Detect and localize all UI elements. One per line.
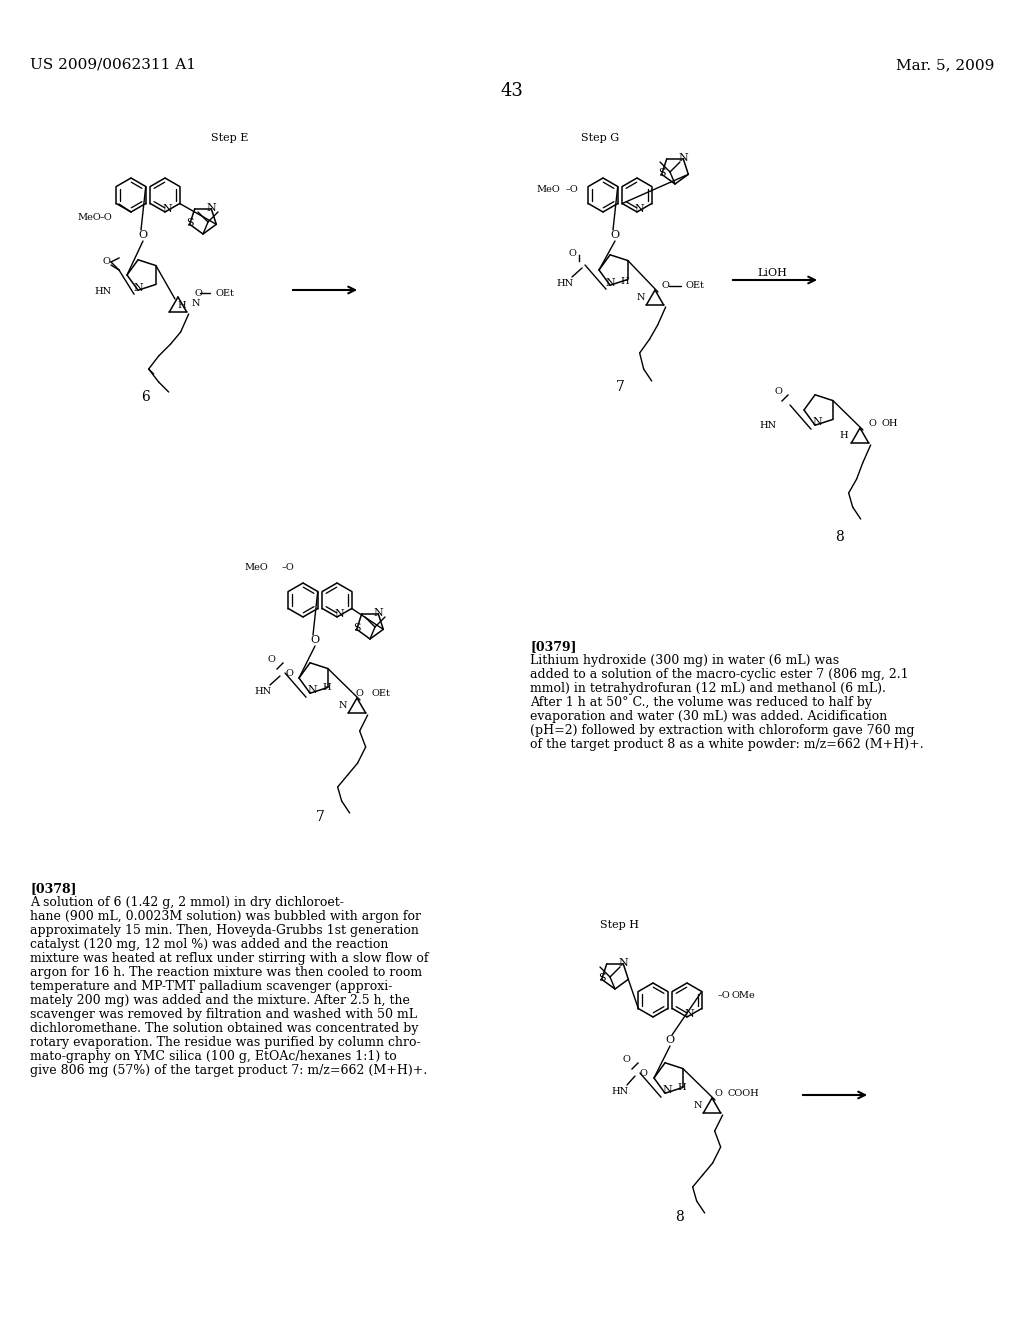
Text: MeO: MeO bbox=[537, 186, 560, 194]
Text: N: N bbox=[678, 153, 688, 162]
Text: S: S bbox=[598, 973, 605, 983]
Text: HN: HN bbox=[94, 288, 112, 297]
Text: S: S bbox=[186, 218, 194, 228]
Text: OEt: OEt bbox=[685, 281, 703, 290]
Text: A solution of 6 (1.42 g, 2 mmol) in dry dichloroet-: A solution of 6 (1.42 g, 2 mmol) in dry … bbox=[30, 896, 344, 909]
Text: mmol) in tetrahydrofuran (12 mL) and methanol (6 mL).: mmol) in tetrahydrofuran (12 mL) and met… bbox=[530, 682, 886, 696]
Text: N: N bbox=[193, 298, 201, 308]
Text: N: N bbox=[684, 1008, 694, 1019]
Text: evaporation and water (30 mL) was added. Acidification: evaporation and water (30 mL) was added.… bbox=[530, 710, 887, 723]
Text: O: O bbox=[102, 257, 110, 267]
Text: [0379]: [0379] bbox=[530, 640, 577, 653]
Text: O: O bbox=[622, 1055, 630, 1064]
Text: H: H bbox=[678, 1084, 686, 1093]
Text: O: O bbox=[355, 689, 362, 698]
Text: mixture was heated at reflux under stirring with a slow flow of: mixture was heated at reflux under stirr… bbox=[30, 952, 428, 965]
Text: N: N bbox=[334, 609, 344, 619]
Text: give 806 mg (57%) of the target product 7: m/z=662 (M+H)+.: give 806 mg (57%) of the target product … bbox=[30, 1064, 427, 1077]
Text: approximately 15 min. Then, Hoveyda-Grubbs 1st generation: approximately 15 min. Then, Hoveyda-Grub… bbox=[30, 924, 419, 937]
Text: N: N bbox=[634, 205, 644, 214]
Text: rotary evaporation. The residue was purified by column chro-: rotary evaporation. The residue was puri… bbox=[30, 1036, 421, 1049]
Text: H: H bbox=[323, 684, 332, 693]
Text: HN: HN bbox=[556, 279, 573, 288]
Text: O: O bbox=[662, 281, 669, 290]
Text: O: O bbox=[195, 289, 202, 297]
Text: O: O bbox=[285, 668, 293, 677]
Text: 6: 6 bbox=[140, 389, 150, 404]
Text: –O: –O bbox=[282, 564, 294, 573]
Text: N: N bbox=[693, 1101, 702, 1110]
Text: mato-graphy on YMC silica (100 g, EtOAc/hexanes 1:1) to: mato-graphy on YMC silica (100 g, EtOAc/… bbox=[30, 1049, 396, 1063]
Text: Step G: Step G bbox=[581, 133, 620, 143]
Text: scavenger was removed by filtration and washed with 50 mL: scavenger was removed by filtration and … bbox=[30, 1008, 417, 1020]
Text: Lithium hydroxide (300 mg) in water (6 mL) was: Lithium hydroxide (300 mg) in water (6 m… bbox=[530, 653, 839, 667]
Text: –O: –O bbox=[718, 990, 731, 999]
Text: H: H bbox=[840, 432, 848, 441]
Text: N: N bbox=[207, 203, 216, 213]
Text: Step H: Step H bbox=[600, 920, 640, 931]
Text: OEt: OEt bbox=[216, 289, 234, 297]
Text: –O: –O bbox=[99, 213, 113, 222]
Text: O: O bbox=[138, 230, 147, 240]
Text: LiOH: LiOH bbox=[757, 268, 786, 279]
Text: 8: 8 bbox=[676, 1210, 684, 1224]
Text: (pH=2) followed by extraction with chloroform gave 760 mg: (pH=2) followed by extraction with chlor… bbox=[530, 723, 914, 737]
Text: N: N bbox=[605, 279, 615, 288]
Text: US 2009/0062311 A1: US 2009/0062311 A1 bbox=[30, 58, 196, 73]
Text: N: N bbox=[339, 701, 347, 710]
Text: 7: 7 bbox=[315, 810, 325, 824]
Text: O: O bbox=[714, 1089, 722, 1098]
Text: N: N bbox=[162, 205, 172, 214]
Text: Mar. 5, 2009: Mar. 5, 2009 bbox=[896, 58, 994, 73]
Text: O: O bbox=[666, 1035, 675, 1045]
Text: After 1 h at 50° C., the volume was reduced to half by: After 1 h at 50° C., the volume was redu… bbox=[530, 696, 872, 709]
Text: MeO: MeO bbox=[77, 213, 101, 222]
Text: O: O bbox=[568, 248, 575, 257]
Text: S: S bbox=[657, 169, 666, 178]
Text: COOH: COOH bbox=[728, 1089, 760, 1098]
Text: OH: OH bbox=[882, 420, 898, 429]
Text: O: O bbox=[774, 387, 782, 396]
Text: dichloromethane. The solution obtained was concentrated by: dichloromethane. The solution obtained w… bbox=[30, 1022, 419, 1035]
Text: O: O bbox=[267, 655, 274, 664]
Text: O: O bbox=[868, 420, 876, 429]
Text: temperature and MP-TMT palladium scavenger (approxi-: temperature and MP-TMT palladium scaveng… bbox=[30, 979, 392, 993]
Text: H: H bbox=[178, 301, 186, 309]
Text: catalyst (120 mg, 12 mol %) was added and the reaction: catalyst (120 mg, 12 mol %) was added an… bbox=[30, 939, 388, 950]
Text: of the target product 8 as a white powder: m/z=662 (M+H)+.: of the target product 8 as a white powde… bbox=[530, 738, 924, 751]
Text: N: N bbox=[812, 417, 822, 428]
Text: N: N bbox=[663, 1085, 672, 1096]
Text: S: S bbox=[353, 623, 360, 634]
Text: HN: HN bbox=[611, 1086, 629, 1096]
Text: 43: 43 bbox=[501, 82, 523, 100]
Text: [0378]: [0378] bbox=[30, 882, 77, 895]
Text: H: H bbox=[621, 277, 630, 286]
Text: hane (900 mL, 0.0023M solution) was bubbled with argon for: hane (900 mL, 0.0023M solution) was bubb… bbox=[30, 909, 421, 923]
Text: –O: –O bbox=[565, 186, 579, 194]
Text: mately 200 mg) was added and the mixture. After 2.5 h, the: mately 200 mg) was added and the mixture… bbox=[30, 994, 410, 1007]
Text: N: N bbox=[374, 607, 383, 618]
Text: Step E: Step E bbox=[211, 133, 249, 143]
Text: O: O bbox=[640, 1068, 648, 1077]
Text: N: N bbox=[133, 284, 143, 293]
Text: 8: 8 bbox=[836, 531, 845, 544]
Text: added to a solution of the macro-cyclic ester 7 (806 mg, 2.1: added to a solution of the macro-cyclic … bbox=[530, 668, 908, 681]
Text: O: O bbox=[610, 230, 620, 240]
Text: HN: HN bbox=[254, 686, 271, 696]
Text: MeO: MeO bbox=[245, 564, 268, 573]
Text: O: O bbox=[310, 635, 319, 645]
Text: OEt: OEt bbox=[371, 689, 390, 698]
Text: 7: 7 bbox=[615, 380, 625, 393]
Text: N: N bbox=[618, 958, 628, 968]
Text: argon for 16 h. The reaction mixture was then cooled to room: argon for 16 h. The reaction mixture was… bbox=[30, 966, 422, 979]
Text: N: N bbox=[307, 685, 317, 696]
Text: OMe: OMe bbox=[732, 990, 756, 999]
Text: HN: HN bbox=[760, 421, 776, 429]
Text: N: N bbox=[637, 293, 645, 302]
